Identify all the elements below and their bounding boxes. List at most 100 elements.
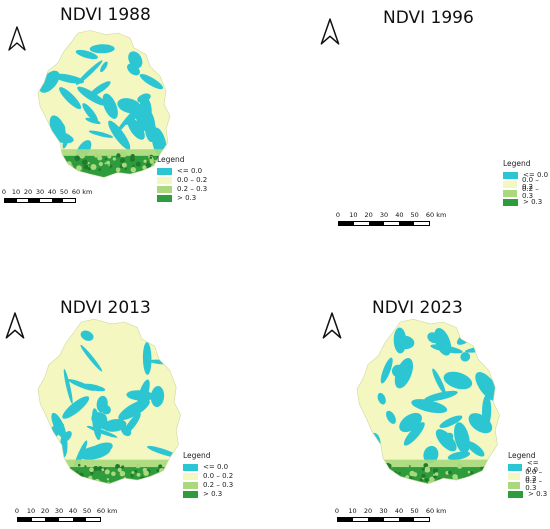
ndvi-speckle: [67, 473, 73, 480]
ndvi-speckle: [469, 471, 474, 475]
ndvi-speckle: [107, 481, 110, 484]
legend-swatch: [503, 198, 518, 206]
ndvi-speckle: [63, 477, 70, 484]
ndvi-speckle: [120, 158, 124, 162]
ndvi-speckle: [154, 479, 158, 483]
ndvi-class-water: [380, 357, 393, 384]
scale-bar-graphic: [337, 517, 430, 522]
map-panel-1996: NDVI 1996 Legend <= 0.0 0.0 – 0.2 0.2 – …: [275, 0, 550, 262]
ndvi-speckle: [142, 165, 147, 170]
ndvi-speckle: [107, 154, 112, 159]
legend-item: <= 0.0: [508, 460, 550, 474]
ndvi-speckle: [405, 475, 410, 479]
ndvi-speckle: [456, 482, 460, 484]
ndvi-class-water: [51, 412, 67, 439]
legend-item: 0.0 – 0.2: [503, 177, 550, 191]
ndvi-class-water: [108, 120, 131, 150]
legend-swatch: [157, 194, 172, 202]
ndvi-speckle: [380, 462, 386, 469]
region-shape: [37, 30, 171, 178]
ndvi-speckle: [84, 465, 87, 468]
ndvi-class-water: [75, 60, 103, 86]
legend-label: > 0.3: [177, 193, 197, 202]
ndvi-speckle: [60, 159, 63, 162]
ndvi-speckle: [125, 480, 131, 484]
ndvi-speckle: [109, 164, 113, 168]
ndvi-speckle: [58, 166, 65, 173]
ndvi-class-water: [475, 372, 500, 402]
ndvi-class-water: [85, 117, 101, 125]
scale-bar-tick-label: 40: [47, 188, 57, 196]
scale-bar-tick-label: 20: [364, 211, 373, 219]
ndvi-class-water: [79, 445, 111, 460]
legend-swatch: [157, 185, 172, 193]
ndvi-class-water: [59, 87, 82, 110]
scale-bar-tick-label: 0: [1, 188, 7, 196]
region-shape: [356, 318, 500, 485]
ndvi-map: [37, 30, 171, 178]
ndvi-class-water: [39, 70, 60, 93]
scale-bar-segment: [384, 222, 399, 225]
scale-bar: 0 10 20 30 40 50 60 km: [335, 507, 446, 529]
ndvi-class-water: [139, 73, 164, 90]
ndvi-speckle: [424, 478, 429, 482]
ndvi-speckle: [60, 471, 67, 477]
ndvi-speckle: [419, 478, 423, 482]
scale-bar-segment: [353, 518, 369, 521]
ndvi-speckle: [101, 468, 105, 472]
ndvi-speckle: [438, 480, 444, 484]
ndvi-class-water: [466, 441, 485, 457]
ndvi-speckle: [135, 161, 141, 167]
ndvi-speckle: [131, 471, 135, 474]
ndvi-speckle: [154, 159, 157, 162]
ndvi-speckle: [115, 464, 121, 469]
scale-bar-tick-label: 10: [349, 211, 358, 219]
ndvi-class-water: [137, 93, 151, 103]
scale-bar-tick-label: 20: [23, 188, 33, 196]
legend-swatch: [503, 180, 517, 188]
ndvi-class-water: [454, 422, 470, 454]
ndvi-speckle: [152, 482, 155, 484]
ndvi-speckle: [86, 480, 91, 484]
scale-bar-segment: [86, 518, 101, 521]
ndvi-class-water: [88, 130, 114, 138]
scale-bar-tick-label: 20: [40, 507, 50, 515]
ndvi-speckle: [62, 468, 66, 472]
scale-bar-tick-label: 50: [82, 507, 92, 515]
legend-swatch: [183, 463, 198, 471]
ndvi-class-mid: [38, 149, 170, 160]
ndvi-speckle: [453, 474, 456, 478]
ndvi-speckle: [74, 155, 80, 162]
panel-title: NDVI 1988: [60, 5, 151, 25]
ndvi-class-water: [115, 107, 138, 135]
scale-bar-tick-label: 0: [335, 211, 341, 219]
legend-label: > 0.3: [528, 489, 548, 498]
ndvi-speckle: [67, 468, 70, 471]
scale-bar-segment: [368, 518, 384, 521]
legend-swatch: [508, 472, 521, 480]
ndvi-class-water: [395, 335, 415, 350]
ndvi-speckle: [424, 466, 431, 473]
ndvi-class-water: [75, 49, 98, 60]
ndvi-speckle: [448, 470, 452, 475]
ndvi-class-water: [434, 328, 452, 356]
scale-bar-tick-label: 60 km: [425, 507, 447, 515]
ndvi-class-water: [125, 111, 140, 125]
legend-swatch: [157, 176, 172, 184]
ndvi-speckle: [149, 159, 154, 164]
ndvi-speckle: [398, 480, 403, 484]
scale-bar-tick-label: 60 km: [96, 507, 118, 515]
ndvi-raster: [38, 30, 170, 178]
ndvi-speckle: [130, 474, 134, 478]
ndvi-class-water: [146, 445, 178, 458]
ndvi-speckle: [397, 480, 400, 483]
ndvi-class-high: [357, 467, 500, 484]
ndvi-class-water: [394, 358, 414, 389]
ndvi-class-water: [86, 425, 118, 438]
ndvi-speckle: [93, 465, 99, 472]
ndvi-speckle: [481, 479, 487, 484]
scale-bar-segment: [383, 518, 399, 521]
ndvi-class-water: [127, 117, 145, 140]
ndvi-speckle: [382, 464, 388, 470]
ndvi-class-water: [403, 422, 425, 446]
